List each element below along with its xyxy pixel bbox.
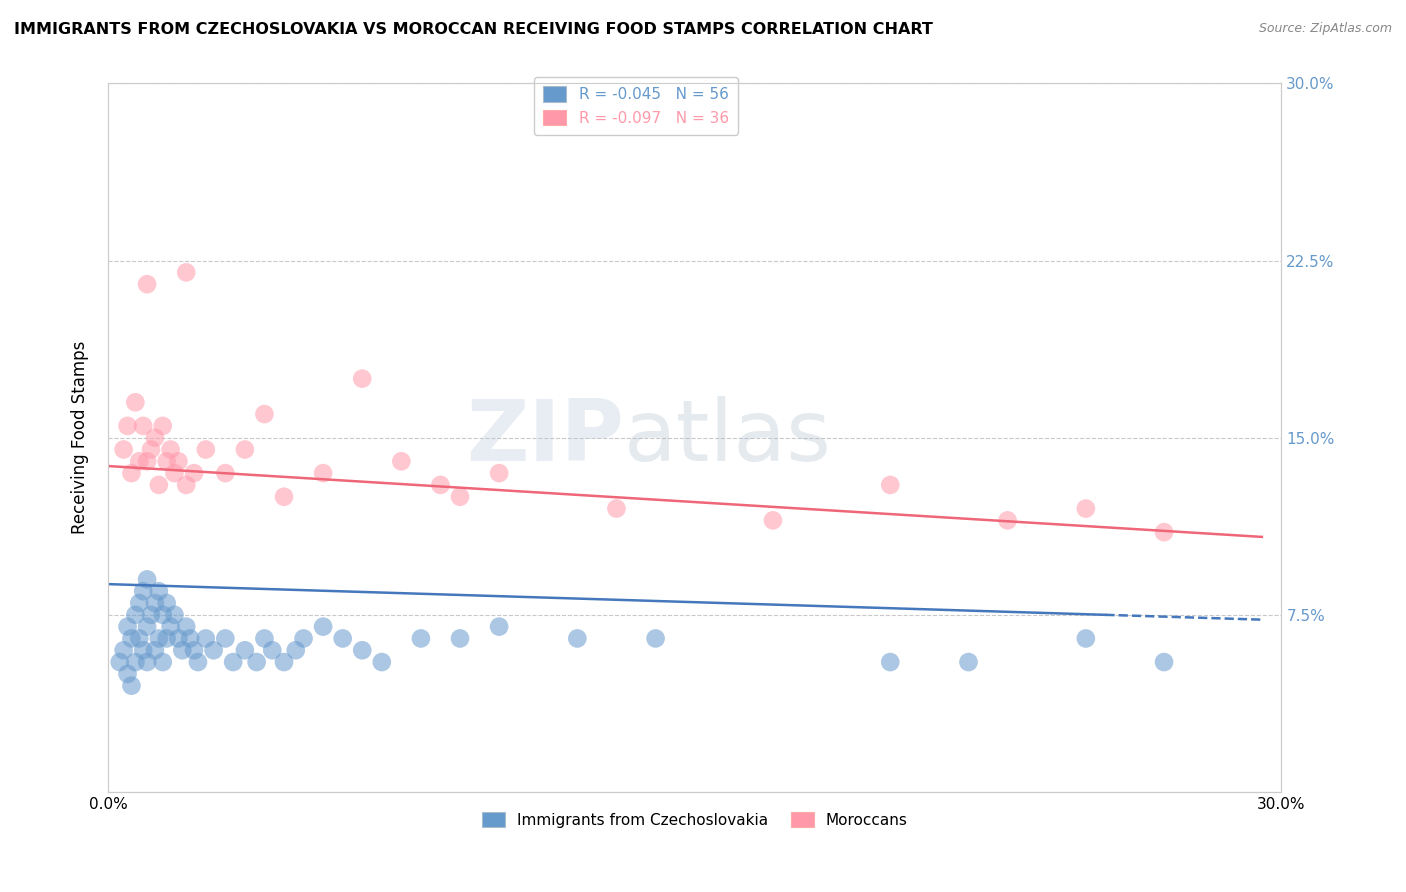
- Point: [202, 643, 225, 657]
- Point: [233, 442, 256, 457]
- Point: [143, 596, 166, 610]
- Point: [222, 655, 245, 669]
- Point: [567, 632, 589, 646]
- Point: [262, 643, 284, 657]
- Point: [371, 655, 394, 669]
- Point: [644, 632, 666, 646]
- Point: [167, 632, 190, 646]
- Point: [152, 607, 174, 622]
- Point: [152, 655, 174, 669]
- Point: [120, 632, 142, 646]
- Point: [148, 478, 170, 492]
- Text: atlas: atlas: [624, 396, 832, 479]
- Y-axis label: Receiving Food Stamps: Receiving Food Stamps: [72, 341, 89, 534]
- Point: [167, 454, 190, 468]
- Text: IMMIGRANTS FROM CZECHOSLOVAKIA VS MOROCCAN RECEIVING FOOD STAMPS CORRELATION CHA: IMMIGRANTS FROM CZECHOSLOVAKIA VS MOROCC…: [14, 22, 934, 37]
- Point: [449, 490, 471, 504]
- Point: [273, 490, 295, 504]
- Point: [312, 466, 335, 480]
- Point: [429, 478, 451, 492]
- Point: [233, 643, 256, 657]
- Point: [879, 655, 901, 669]
- Point: [124, 655, 146, 669]
- Point: [179, 632, 201, 646]
- Point: [108, 655, 131, 669]
- Point: [352, 372, 374, 386]
- Text: ZIP: ZIP: [467, 396, 624, 479]
- Point: [117, 666, 139, 681]
- Point: [194, 632, 217, 646]
- Point: [136, 454, 159, 468]
- Point: [292, 632, 315, 646]
- Point: [128, 632, 150, 646]
- Point: [879, 478, 901, 492]
- Point: [332, 632, 354, 646]
- Point: [159, 442, 181, 457]
- Point: [253, 632, 276, 646]
- Point: [136, 655, 159, 669]
- Point: [132, 418, 155, 433]
- Point: [284, 643, 307, 657]
- Point: [312, 620, 335, 634]
- Point: [409, 632, 432, 646]
- Point: [449, 632, 471, 646]
- Point: [389, 454, 412, 468]
- Point: [253, 407, 276, 421]
- Point: [273, 655, 295, 669]
- Point: [136, 573, 159, 587]
- Point: [183, 643, 205, 657]
- Point: [143, 643, 166, 657]
- Point: [112, 643, 135, 657]
- Point: [1074, 501, 1097, 516]
- Point: [139, 442, 162, 457]
- Point: [156, 454, 179, 468]
- Point: [174, 265, 197, 279]
- Point: [488, 466, 510, 480]
- Point: [159, 620, 181, 634]
- Point: [194, 442, 217, 457]
- Point: [214, 632, 236, 646]
- Point: [136, 620, 159, 634]
- Point: [605, 501, 627, 516]
- Point: [174, 478, 197, 492]
- Point: [156, 632, 179, 646]
- Point: [352, 643, 374, 657]
- Point: [156, 596, 179, 610]
- Point: [957, 655, 980, 669]
- Point: [163, 466, 186, 480]
- Point: [148, 632, 170, 646]
- Point: [120, 466, 142, 480]
- Point: [183, 466, 205, 480]
- Point: [132, 584, 155, 599]
- Point: [124, 395, 146, 409]
- Point: [117, 418, 139, 433]
- Point: [214, 466, 236, 480]
- Point: [128, 454, 150, 468]
- Point: [139, 607, 162, 622]
- Point: [997, 513, 1019, 527]
- Point: [1153, 655, 1175, 669]
- Point: [172, 643, 194, 657]
- Point: [143, 431, 166, 445]
- Point: [488, 620, 510, 634]
- Point: [132, 643, 155, 657]
- Point: [174, 620, 197, 634]
- Point: [1153, 525, 1175, 540]
- Point: [120, 679, 142, 693]
- Point: [762, 513, 785, 527]
- Legend: Immigrants from Czechoslovakia, Moroccans: Immigrants from Czechoslovakia, Moroccan…: [475, 805, 914, 834]
- Point: [128, 596, 150, 610]
- Point: [136, 277, 159, 292]
- Point: [117, 620, 139, 634]
- Point: [163, 607, 186, 622]
- Text: Source: ZipAtlas.com: Source: ZipAtlas.com: [1258, 22, 1392, 36]
- Point: [187, 655, 209, 669]
- Point: [148, 584, 170, 599]
- Point: [112, 442, 135, 457]
- Point: [246, 655, 269, 669]
- Point: [1074, 632, 1097, 646]
- Point: [124, 607, 146, 622]
- Point: [152, 418, 174, 433]
